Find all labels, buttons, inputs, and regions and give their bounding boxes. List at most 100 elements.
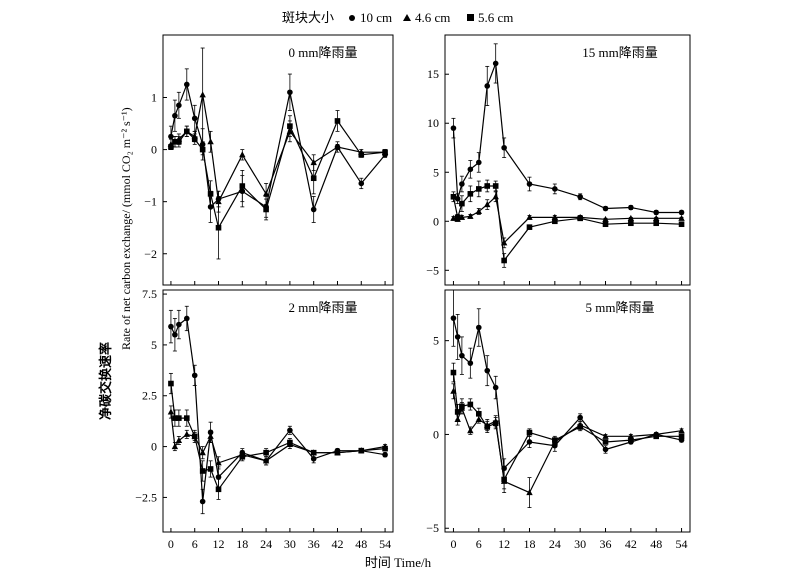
data-point-triangle (526, 213, 533, 220)
data-point-circle (168, 133, 174, 140)
data-point-circle (602, 446, 609, 453)
data-point-triangle (215, 459, 222, 466)
data-point-square (310, 449, 317, 456)
x-tick-label: 18 (523, 537, 535, 551)
data-point-circle (475, 159, 482, 166)
data-point-square (552, 218, 558, 225)
panel-title: 0 mm降雨量 (289, 45, 358, 60)
data-point-circle (459, 352, 465, 359)
plot-frame (162, 34, 394, 286)
data-point-circle (183, 315, 190, 322)
panel-0mm: 0 mm降雨量 −2 −1 0 1 (144, 34, 394, 286)
data-point-triangle (627, 214, 635, 221)
panel-2mm: 2 mm降雨量 −2.5 0 2.5 5 7.5 0 6 12 18 24 30 36 42 48 54 (135, 287, 394, 551)
y-axis-title: 净碳交换速率 Rate of net carbon exchange/ (mmo… (98, 107, 133, 420)
data-point-triangle (262, 457, 270, 464)
data-point-triangle (207, 138, 214, 145)
x-tick-label: 36 (600, 537, 612, 551)
data-point-square (215, 486, 222, 493)
data-point-circle (450, 125, 457, 131)
data-point-square (239, 183, 246, 189)
data-point-triangle (678, 427, 685, 434)
x-tick-label: 42 (625, 537, 637, 551)
data-point-square (602, 221, 609, 228)
data-point-circle (492, 60, 499, 67)
y-tick-label: −2.5 (135, 490, 157, 504)
data-point-triangle (467, 427, 474, 434)
data-point-square (172, 138, 178, 145)
data-point-circle (191, 372, 198, 379)
data-point-circle (358, 180, 365, 187)
data-point-circle (454, 334, 461, 340)
x-tick-label: 54 (676, 537, 688, 551)
data-point-triangle (602, 432, 609, 439)
data-point-square (602, 439, 609, 445)
data-point-circle (552, 186, 558, 192)
data-point-circle (467, 360, 474, 366)
x-tick-label: 18 (236, 537, 248, 551)
data-point-square (199, 468, 206, 474)
data-point-square (168, 380, 174, 387)
data-point-square (183, 415, 190, 421)
data-point-circle (475, 324, 482, 331)
data-point-circle (172, 112, 178, 119)
data-point-circle (382, 451, 388, 458)
x-tick-label: 24 (260, 537, 272, 551)
plot-frame (162, 289, 394, 533)
x-tick-label: 48 (650, 537, 662, 551)
data-point-square (459, 403, 465, 410)
data-point-circle (215, 474, 222, 480)
legend: 斑块大小 10 cm 4.6 cm 5.6 cm (282, 10, 513, 25)
data-point-triangle (167, 408, 175, 415)
legend-title: 斑块大小 (282, 10, 334, 25)
x-axis-title: 时间 Time/h (365, 555, 432, 570)
data-point-circle (577, 193, 583, 200)
data-point-triangle (175, 436, 183, 443)
data-point-square (450, 369, 457, 376)
data-point-triangle (183, 430, 190, 437)
data-point-square (459, 200, 465, 207)
data-point-square (176, 415, 182, 421)
data-point-square (191, 433, 198, 440)
data-point-square (334, 449, 341, 456)
data-point-circle (172, 331, 178, 338)
data-point-square (176, 138, 182, 145)
data-point-triangle (262, 190, 270, 197)
data-point-circle (287, 89, 293, 96)
data-point-circle (310, 206, 317, 213)
data-point-square (263, 449, 269, 456)
x-tick-label: 42 (331, 537, 343, 551)
y-tick-label: 0 (151, 440, 157, 454)
legend-label-5-6cm: 5.6 cm (478, 10, 513, 25)
y-tick-label: 0 (433, 214, 439, 228)
data-point-square (207, 191, 214, 197)
data-point-square (358, 151, 365, 158)
data-point-square (526, 224, 533, 230)
data-point-triangle (475, 207, 482, 214)
x-tick-label: 0 (450, 537, 456, 551)
data-point-triangle (484, 201, 491, 208)
data-point-square (475, 186, 482, 192)
series-line-10-cm (452, 317, 682, 470)
data-point-square (358, 447, 365, 454)
data-point-triangle (551, 213, 559, 220)
data-point-triangle (653, 214, 660, 221)
y-tick-label: 5 (151, 338, 157, 352)
data-point-triangle (602, 215, 609, 222)
data-point-square (287, 439, 293, 446)
x-tick-label: 0 (168, 537, 174, 551)
data-point-circle (628, 204, 634, 211)
data-point-circle (484, 83, 491, 89)
data-point-circle (176, 321, 182, 328)
panel-15mm: 15 mm降雨量 −5 0 5 10 15 (426, 34, 691, 286)
y-tick-label: 10 (427, 116, 439, 130)
data-point-square (526, 429, 533, 436)
x-tick-label: 6 (192, 537, 198, 551)
data-point-square (215, 224, 222, 231)
x-tick-label: 12 (213, 537, 225, 551)
data-point-triangle (334, 143, 341, 150)
y-tick-label: −1 (144, 195, 157, 209)
panel-5mm: 5 mm降雨量 −5 0 5 0 6 12 18 24 30 36 42 48 54 (426, 289, 691, 551)
data-point-circle (310, 455, 317, 462)
x-tick-label: 54 (379, 537, 391, 551)
